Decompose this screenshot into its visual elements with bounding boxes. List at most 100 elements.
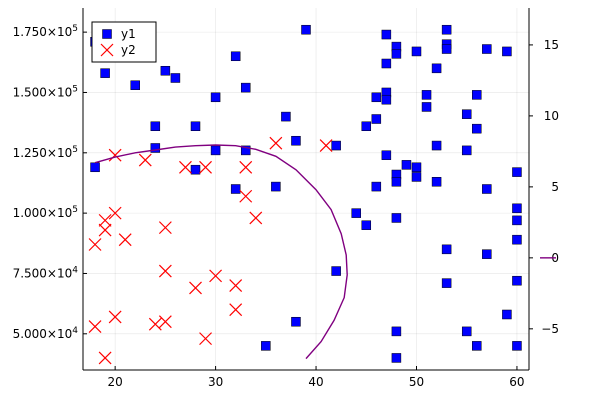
- y2-tick-label: 10: [544, 109, 559, 123]
- y1-point: [190, 164, 201, 175]
- y2-point: [98, 223, 112, 237]
- y2-point: [239, 160, 253, 174]
- y2-point-stroke: [158, 315, 172, 329]
- y2-point-stroke: [229, 279, 243, 292]
- y-tick-label: 1.000×105: [13, 205, 78, 220]
- y2-point: [229, 303, 243, 317]
- y1-point: [441, 278, 452, 288]
- y2-point-stroke: [148, 317, 162, 331]
- y2-point: [148, 317, 162, 331]
- y2-tick-label: −5: [541, 322, 559, 336]
- y1-point: [411, 46, 422, 57]
- y2-point: [98, 213, 112, 227]
- y1-point: [301, 24, 311, 35]
- x-tick-label: 60: [509, 375, 524, 389]
- y1-point: [351, 208, 361, 218]
- y1-point: [150, 143, 161, 153]
- y1-point: [391, 326, 402, 337]
- y1-point: [512, 215, 522, 226]
- y1-point: [160, 65, 171, 76]
- y1-point: [472, 90, 482, 100]
- y1-point: [441, 44, 452, 54]
- y1-point: [391, 177, 402, 187]
- y2-point-stroke: [98, 351, 112, 365]
- y2-point-stroke: [209, 269, 223, 283]
- y2-point: [100, 43, 114, 57]
- data-marks: [88, 24, 556, 365]
- y2-point: [118, 233, 132, 247]
- y2-point-stroke: [138, 153, 152, 167]
- y1-point: [512, 203, 522, 214]
- y1-point: [361, 220, 372, 230]
- x-tick-label: 50: [409, 375, 424, 389]
- y1-point: [170, 73, 181, 83]
- y1-point: [421, 102, 432, 112]
- y1-point: [150, 121, 161, 132]
- y1-point: [502, 309, 512, 320]
- y2-point-stroke: [108, 206, 122, 220]
- y2-point-stroke: [88, 238, 102, 251]
- y1-point: [461, 326, 472, 337]
- y1-point: [240, 82, 251, 93]
- y2-point-stroke: [269, 136, 283, 150]
- y2-point-stroke: [118, 233, 132, 247]
- y1-point: [391, 49, 402, 59]
- y2-point: [158, 264, 172, 278]
- y2-tick-label: 5: [551, 180, 559, 194]
- y1-point: [431, 177, 442, 187]
- y2-point: [158, 315, 172, 329]
- y2-point: [199, 332, 212, 346]
- y1-point: [371, 181, 382, 192]
- y2-point-stroke: [239, 160, 253, 174]
- y2-point: [189, 281, 202, 295]
- y1-point: [381, 58, 392, 69]
- y2-point: [138, 153, 152, 167]
- y2-point-stroke: [249, 211, 263, 225]
- y2-tick-label: 15: [544, 38, 559, 52]
- y1-point: [461, 145, 472, 156]
- y1-point: [210, 145, 221, 156]
- y1-point: [431, 63, 442, 74]
- grid-lines: [83, 8, 529, 370]
- y2-point: [209, 269, 223, 283]
- y2-point: [199, 160, 212, 174]
- x-tick-label: 40: [308, 375, 323, 389]
- y1-point: [361, 121, 372, 132]
- y2-point-stroke: [239, 189, 253, 203]
- y1-point: [371, 114, 382, 124]
- y1-point: [381, 29, 392, 40]
- y1-point: [431, 140, 442, 151]
- y1-point: [381, 150, 392, 160]
- y1-point: [411, 172, 422, 182]
- y2-point-stroke: [100, 43, 114, 57]
- y1-point: [90, 162, 100, 173]
- y2-point: [108, 148, 122, 162]
- y2-point-stroke: [199, 160, 212, 174]
- y1-point: [230, 51, 241, 62]
- y2-point-stroke: [98, 213, 112, 227]
- y2-point: [229, 279, 243, 292]
- y1-point: [130, 80, 140, 90]
- y2-point-stroke: [189, 281, 202, 295]
- y1-point: [461, 109, 472, 119]
- y1-point: [512, 234, 522, 245]
- y1-point: [100, 68, 110, 78]
- y1-point: [291, 135, 301, 146]
- y1-point: [502, 46, 512, 57]
- y2-point-stroke: [319, 139, 333, 152]
- y1-point: [102, 29, 112, 39]
- y1-point: [512, 275, 522, 286]
- y1-point: [230, 184, 241, 194]
- y2-point: [269, 136, 283, 150]
- y1-point: [391, 213, 402, 223]
- x-tick-label: 30: [208, 375, 223, 389]
- y-tick-label: 1.750×105: [13, 24, 78, 39]
- legend-label: y1: [121, 27, 136, 41]
- y2-point: [239, 189, 253, 203]
- y2-point-stroke: [108, 310, 122, 324]
- y1-point: [441, 244, 452, 255]
- y2-point: [88, 320, 102, 333]
- y1-point: [190, 121, 201, 132]
